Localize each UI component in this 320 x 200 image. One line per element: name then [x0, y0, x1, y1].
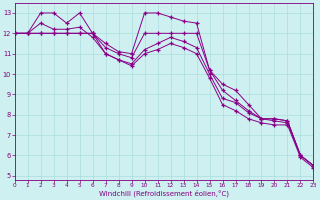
X-axis label: Windchill (Refroidissement éolien,°C): Windchill (Refroidissement éolien,°C): [99, 190, 229, 197]
